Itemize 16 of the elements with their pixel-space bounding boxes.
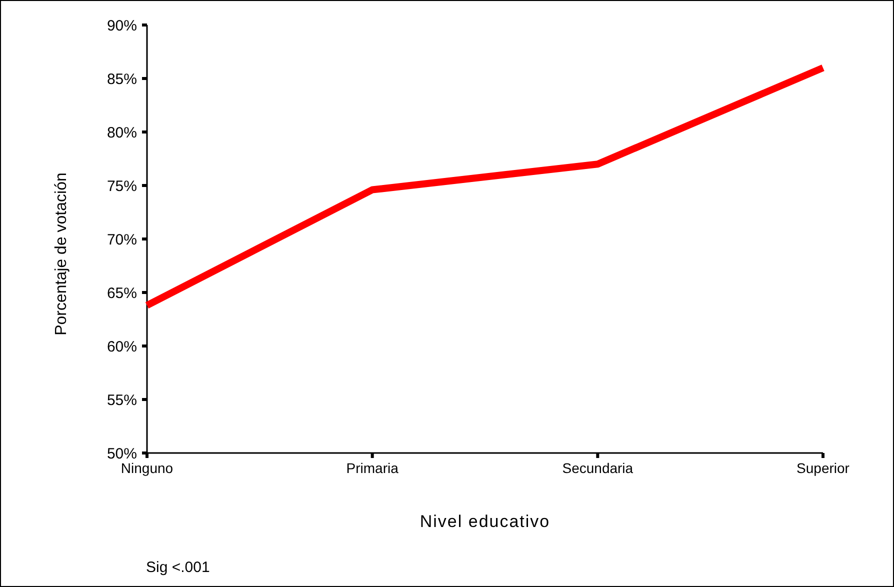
x-tick-label: Superior [796, 460, 850, 476]
y-tick-label: 55% [106, 392, 137, 409]
x-tick-label: Ninguno [120, 460, 174, 476]
y-tick-label: 90% [106, 17, 137, 34]
y-tick-label: 85% [106, 70, 137, 88]
y-tick-label: 65% [106, 284, 137, 302]
y-tick-label: 70% [106, 231, 137, 248]
y-axis-title: Porcentaje de votación [53, 172, 70, 336]
x-tick-label: Secundaria [562, 460, 634, 476]
y-tick-label: 80% [106, 124, 137, 142]
y-tick-label: 75% [106, 178, 137, 195]
y-tick-label: 50% [106, 445, 137, 462]
text: Sig <.001 [146, 559, 210, 576]
x-tick-label: Primaria [346, 460, 399, 476]
x-axis-title: Nivel educativo [420, 512, 550, 531]
y-tick-label: 60% [106, 338, 137, 356]
